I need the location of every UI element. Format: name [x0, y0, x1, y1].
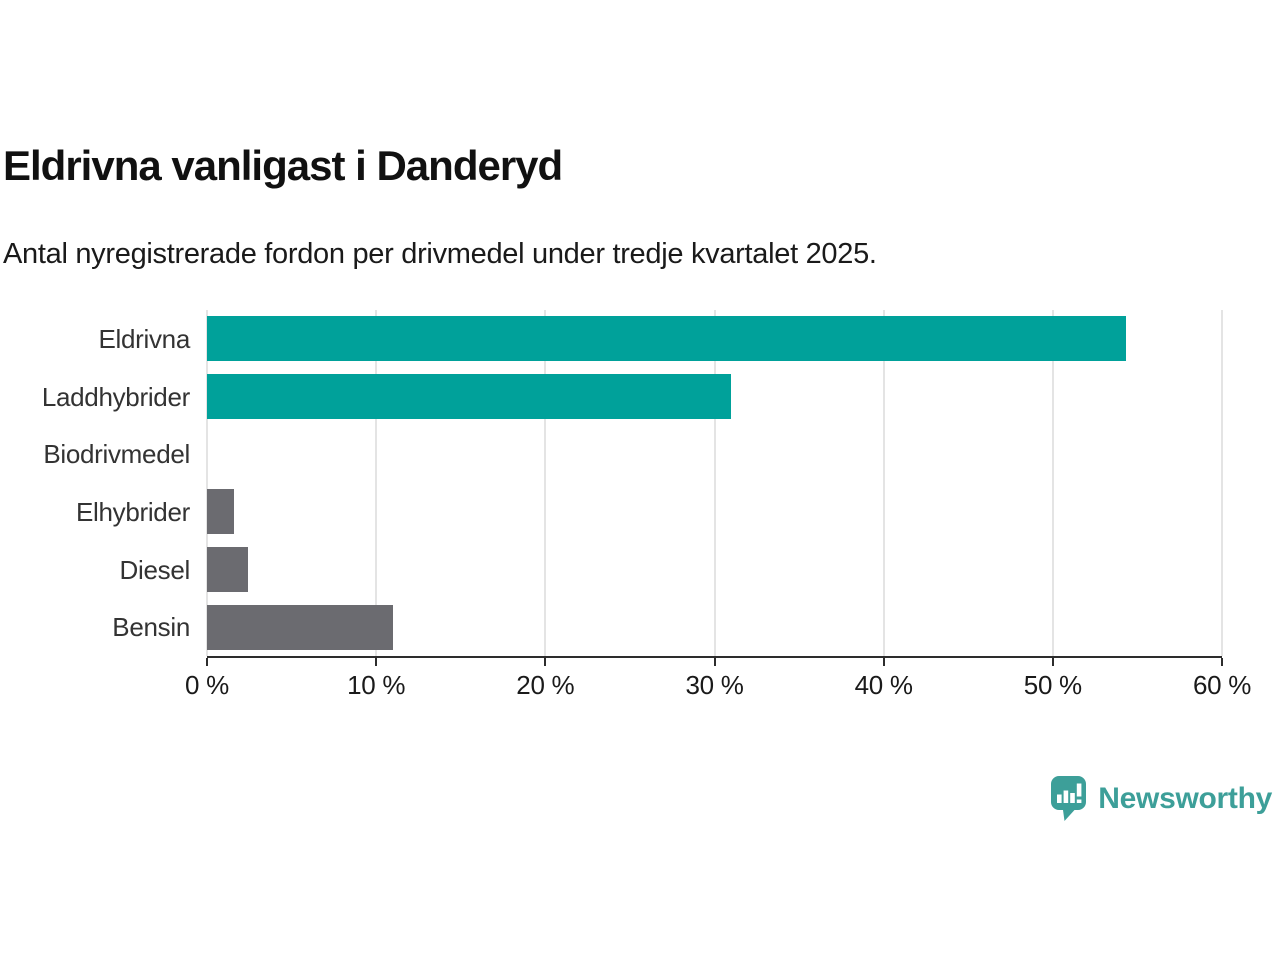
- x-tick-label-20: 20 %: [516, 670, 575, 700]
- x-tick-label-30: 30 %: [685, 670, 744, 700]
- gridline-10: [375, 310, 378, 656]
- x-tick-20: [544, 658, 547, 666]
- gridline-50: [1051, 310, 1054, 656]
- x-tick-40: [882, 658, 885, 666]
- x-tick-label-60: 60 %: [1192, 670, 1252, 700]
- x-tick-60: [1221, 658, 1223, 666]
- category-label-elhybrider: Elhybrider: [75, 496, 190, 527]
- bar-eldrivna: [207, 316, 1126, 362]
- gridline-0: [206, 310, 208, 656]
- x-tick-label-40: 40 %: [854, 670, 913, 700]
- category-label-eldrivna: Eldrivna: [98, 323, 190, 354]
- x-tick-label-10: 10 %: [347, 670, 406, 700]
- x-tick-30: [713, 658, 716, 666]
- gridline-60: [1221, 310, 1223, 656]
- newsworthy-wordmark: Newsworthy: [1098, 781, 1272, 815]
- x-axis: 0 % 10 % 20 % 30 % 40 % 50 % 60 %: [185, 658, 1251, 708]
- category-label-laddhybrider: Laddhybrider: [41, 381, 190, 412]
- x-tick-label-0: 0 %: [185, 670, 229, 700]
- category-label-diesel: Diesel: [119, 554, 191, 585]
- chart-title: Eldrivna vanligast i Danderyd: [3, 142, 563, 189]
- bar-bensin: [207, 604, 394, 650]
- x-tick-10: [375, 658, 378, 666]
- chart-subtitle: Antal nyregistrerade fordon per drivmede…: [3, 238, 877, 270]
- category-label-biodrivmedel: Biodrivmedel: [43, 439, 190, 470]
- gridline-30: [713, 310, 716, 656]
- x-tick-0: [206, 658, 208, 666]
- bar-laddhybrider: [207, 374, 732, 419]
- plot-area: [206, 310, 1223, 658]
- category-label-bensin: Bensin: [112, 612, 190, 643]
- x-tick-label-50: 50 %: [1023, 670, 1082, 700]
- gridline-40: [882, 310, 885, 656]
- newsworthy-icon: [1051, 776, 1087, 821]
- category-labels-column: Eldrivna Laddhybrider Biodrivmedel Elhybrid…: [0, 310, 190, 656]
- bar-diesel: [207, 547, 248, 592]
- newsworthy-logo: Newsworthy: [1050, 775, 1272, 822]
- gridline-20: [544, 310, 547, 656]
- x-tick-50: [1051, 658, 1054, 666]
- bar-elhybrider: [207, 489, 235, 535]
